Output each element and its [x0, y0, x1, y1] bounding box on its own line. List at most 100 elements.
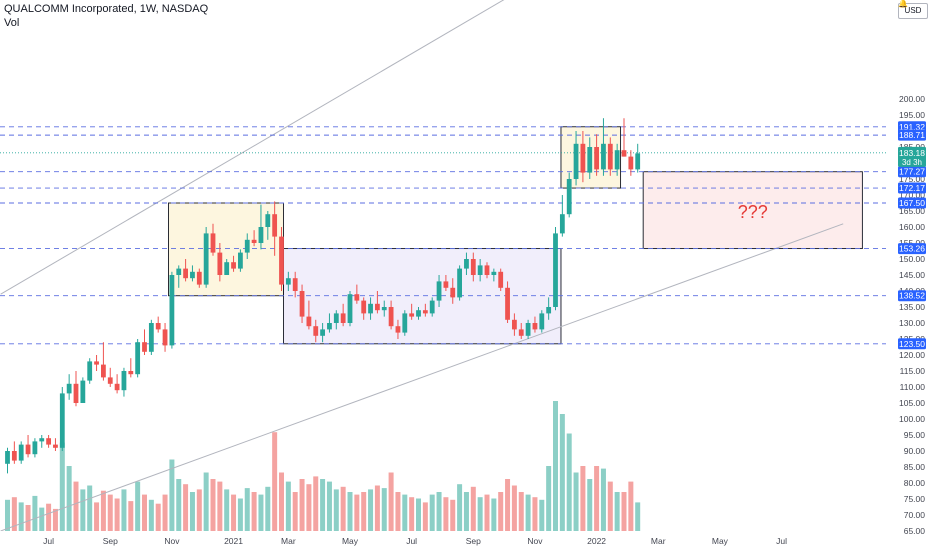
candle — [402, 310, 408, 336]
candle — [464, 252, 469, 275]
volume-bar — [11, 497, 17, 531]
price-tick-label: 200.00 — [899, 94, 925, 104]
time-tick-label: Mar — [651, 536, 666, 546]
candle-body — [340, 313, 346, 323]
candle — [114, 374, 120, 394]
volume-bar — [80, 489, 86, 531]
volume-bar — [114, 498, 120, 531]
volume-bar — [374, 485, 380, 531]
volume-bar — [272, 432, 278, 531]
candle — [532, 316, 538, 333]
candle-body — [429, 300, 435, 314]
volume-bar — [347, 492, 353, 531]
candle-body — [601, 143, 606, 170]
candle-body — [587, 147, 593, 173]
volume-bar — [600, 468, 606, 531]
candle-body — [333, 313, 339, 323]
volume-bar — [628, 481, 634, 531]
candle — [566, 172, 572, 218]
candle — [169, 271, 175, 349]
candle-body — [395, 326, 401, 333]
price-tick-label: 155.00 — [899, 238, 925, 248]
time-tick-label: Mar — [281, 536, 296, 546]
candle — [525, 319, 531, 339]
volume-bar — [395, 492, 401, 531]
candle — [601, 118, 606, 176]
candle — [128, 358, 134, 378]
candle-body — [32, 441, 38, 455]
candle-body — [477, 265, 483, 275]
candle — [628, 150, 634, 176]
plot-area — [0, 0, 886, 531]
candle — [621, 118, 627, 157]
candle-body — [464, 259, 469, 269]
last-price-value: 183.18 — [899, 148, 925, 158]
pattern-box — [168, 202, 285, 297]
volume-bar — [429, 494, 435, 531]
candle — [614, 143, 620, 176]
candle — [217, 243, 223, 282]
candle-body — [443, 281, 449, 288]
candle-body — [279, 236, 284, 285]
volume-bar — [553, 401, 558, 531]
time-tick-label: 2021 — [224, 536, 243, 546]
price-level-badge-label: 172.17 — [899, 183, 925, 193]
price-tick-label: 80.00 — [904, 478, 926, 488]
volume-bar — [635, 502, 641, 531]
time-tick-label: Jul — [776, 536, 787, 546]
candle — [573, 131, 579, 186]
volume-bar — [436, 492, 442, 531]
candle — [354, 284, 360, 304]
candle-body — [18, 444, 24, 461]
candle-body — [566, 179, 572, 215]
candle-body — [272, 214, 278, 237]
candle-body — [217, 252, 223, 275]
volume-bar — [614, 492, 620, 531]
candle-body — [505, 287, 510, 320]
currency-button[interactable]: 🔔 USD — [898, 0, 928, 19]
candle-body — [498, 271, 504, 288]
candle — [368, 297, 373, 320]
volume-bar — [292, 492, 298, 531]
volume-bar — [189, 492, 195, 531]
volume-bar — [39, 507, 45, 531]
volume-bar — [196, 489, 202, 531]
candle — [436, 275, 442, 307]
candle-body — [142, 342, 147, 352]
candle-body — [66, 383, 72, 394]
candle — [422, 303, 428, 317]
candle-body — [388, 307, 394, 327]
candle-body — [375, 303, 380, 311]
candle — [416, 307, 421, 320]
price-tick-label: 115.00 — [900, 366, 926, 376]
time-tick-label: Jul — [43, 536, 54, 546]
volume-bar — [573, 472, 579, 531]
price-level-badge — [898, 197, 926, 209]
candle-body — [196, 271, 202, 285]
volume-bar — [566, 433, 572, 531]
volume-bar — [142, 494, 147, 531]
price-tick-label: 195.00 — [899, 110, 925, 120]
candle-body — [135, 342, 141, 375]
candle — [32, 438, 38, 458]
candle-body — [580, 143, 586, 173]
candle — [340, 303, 346, 327]
candle-body — [59, 393, 65, 448]
candle-body — [190, 271, 195, 279]
price-tick-label: 160.00 — [899, 222, 925, 232]
volume-bar — [477, 497, 483, 531]
volume-bar — [333, 489, 339, 531]
channel-line — [0, 223, 844, 531]
price-level-badge-label: 123.50 — [899, 339, 925, 349]
candle — [231, 255, 236, 272]
candle-body — [292, 278, 298, 291]
candle — [190, 265, 195, 282]
candle — [210, 223, 216, 256]
candle — [539, 310, 545, 333]
candle-body — [436, 281, 442, 301]
volume-bar — [443, 497, 449, 531]
volume-bar — [244, 488, 250, 531]
price-level-badge — [898, 290, 926, 302]
candle — [251, 230, 257, 247]
